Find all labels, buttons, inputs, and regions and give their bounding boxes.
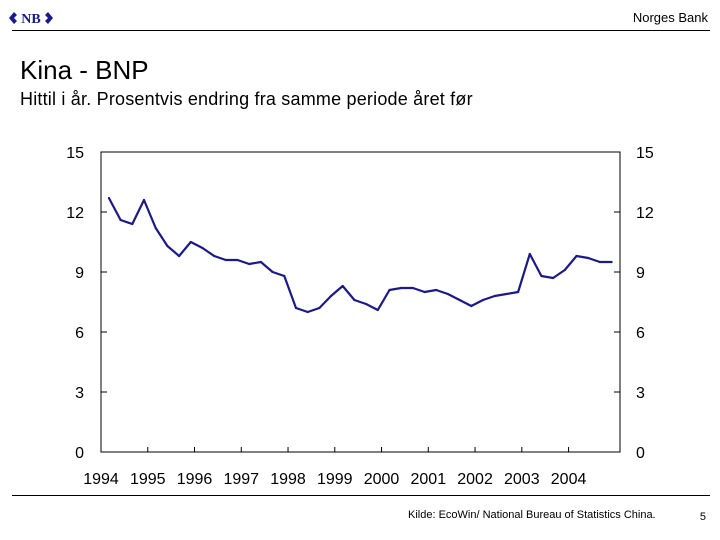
- logo-text: NB: [21, 12, 40, 27]
- data-point: [376, 308, 379, 312]
- x-tick-label: 1998: [270, 471, 306, 488]
- y-tick-label-right: 3: [636, 385, 645, 402]
- logo-left-ornament-icon: [9, 12, 17, 24]
- data-point: [119, 218, 122, 222]
- plot-area-frame: [100, 151, 621, 453]
- data-point: [435, 288, 438, 292]
- data-point: [142, 198, 146, 202]
- data-point: [610, 260, 613, 264]
- norges-bank-logo: NB: [9, 12, 53, 27]
- data-point: [481, 298, 485, 302]
- x-tick-label: 1994: [83, 471, 119, 488]
- data-point: [131, 222, 134, 226]
- data-point: [552, 276, 555, 280]
- data-point: [201, 246, 204, 250]
- data-point: [329, 294, 333, 298]
- data-point: [248, 262, 251, 266]
- data-point: [353, 298, 356, 302]
- page-number: 5: [699, 511, 706, 523]
- y-tick-label-left: 12: [66, 205, 84, 222]
- data-point: [516, 290, 520, 294]
- data-point: [411, 286, 414, 290]
- data-point: [540, 274, 543, 278]
- x-tick-label: 2004: [551, 471, 587, 488]
- data-point: [563, 268, 566, 272]
- y-tick-label-left: 6: [75, 325, 84, 342]
- y-tick-label-left: 3: [75, 385, 84, 402]
- data-point: [598, 260, 601, 264]
- footer-divider: [12, 495, 710, 496]
- y-tick-label-right: 9: [636, 265, 645, 282]
- x-tick-label: 2000: [364, 471, 400, 488]
- data-point: [294, 306, 298, 310]
- y-tick-label-right: 12: [636, 205, 654, 222]
- data-point: [493, 294, 496, 298]
- x-tick-label: 2003: [504, 471, 540, 488]
- data-point: [587, 256, 590, 260]
- source-note: Kilde: EcoWin/ National Bureau of Statis…: [408, 509, 656, 521]
- data-point: [213, 254, 216, 258]
- y-tick-label-left: 15: [66, 145, 84, 162]
- data-point: [306, 310, 309, 314]
- y-tick-label-left: 9: [75, 265, 84, 282]
- data-point: [341, 284, 344, 288]
- data-point: [388, 288, 391, 292]
- data-point: [528, 252, 531, 256]
- x-tick-label: 1997: [223, 471, 259, 488]
- data-point: [236, 258, 239, 262]
- data-point: [271, 270, 274, 274]
- brand-name: Norges Bank: [632, 10, 708, 25]
- data-point: [365, 302, 368, 306]
- x-tick-label: 1995: [130, 471, 166, 488]
- data-point: [400, 286, 403, 290]
- data-point: [423, 290, 426, 294]
- data-point: [259, 260, 263, 264]
- data-point: [224, 258, 227, 262]
- x-tick-label: 1996: [177, 471, 213, 488]
- data-point: [505, 292, 508, 296]
- y-tick-label-left: 0: [75, 445, 84, 462]
- data-point: [575, 254, 578, 258]
- y-tick-label-right: 0: [636, 445, 645, 462]
- x-tick-label: 1999: [317, 471, 353, 488]
- x-tick-label: 2002: [457, 471, 493, 488]
- data-point: [166, 244, 169, 248]
- data-point: [446, 292, 450, 296]
- series-line: [107, 197, 612, 314]
- data-point: [470, 304, 473, 308]
- data-point: [107, 196, 111, 200]
- x-tick-label: 2001: [411, 471, 447, 488]
- data-point: [154, 226, 157, 230]
- data-point: [318, 306, 321, 310]
- slide-subtitle: Hittil i år. Prosentvis endring fra samm…: [20, 89, 473, 109]
- header-divider: [12, 30, 710, 31]
- y-tick-label-right: 6: [636, 325, 645, 342]
- slide-title: Kina - BNP: [20, 55, 149, 85]
- data-point: [458, 298, 461, 302]
- y-tick-label-right: 15: [636, 145, 654, 162]
- data-point: [189, 240, 192, 244]
- data-point: [283, 274, 286, 278]
- data-point: [177, 254, 181, 258]
- logo-right-ornament-icon: [45, 12, 53, 24]
